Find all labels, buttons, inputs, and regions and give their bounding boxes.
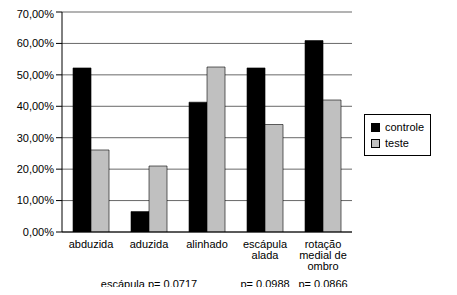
- svg-text:escápula p= 0,0717: escápula p= 0,0717: [101, 278, 197, 287]
- svg-text:ombro: ombro: [307, 260, 338, 272]
- svg-text:60,00%: 60,00%: [17, 37, 55, 49]
- svg-text:30,00%: 30,00%: [17, 132, 55, 144]
- html-text:teste: teste: [385, 137, 409, 149]
- svg-text:20,00%: 20,00%: [17, 163, 55, 175]
- svg-text:10,00%: 10,00%: [17, 194, 55, 206]
- svg-text:70,00%: 70,00%: [17, 8, 55, 20]
- svg-text:p= 0,0866: p= 0,0866: [298, 278, 347, 287]
- svg-text:40,00%: 40,00%: [17, 100, 55, 112]
- svg-text:alinhado: alinhado: [186, 238, 228, 250]
- svg-text:50,00%: 50,00%: [17, 69, 55, 81]
- html-text:controle: controle: [385, 121, 425, 133]
- svg-text:p= 0,0988: p= 0,0988: [240, 278, 289, 287]
- svg-text:abduzida: abduzida: [69, 238, 115, 250]
- svg-text:medial de: medial de: [299, 249, 347, 261]
- svg-text:aduzida: aduzida: [130, 238, 169, 250]
- svg-text:0,00%: 0,00%: [23, 226, 54, 238]
- svg-text:escápula: escápula: [243, 238, 287, 250]
- svg-text:rotação: rotação: [304, 238, 342, 250]
- svg-text:alada: alada: [252, 249, 280, 261]
